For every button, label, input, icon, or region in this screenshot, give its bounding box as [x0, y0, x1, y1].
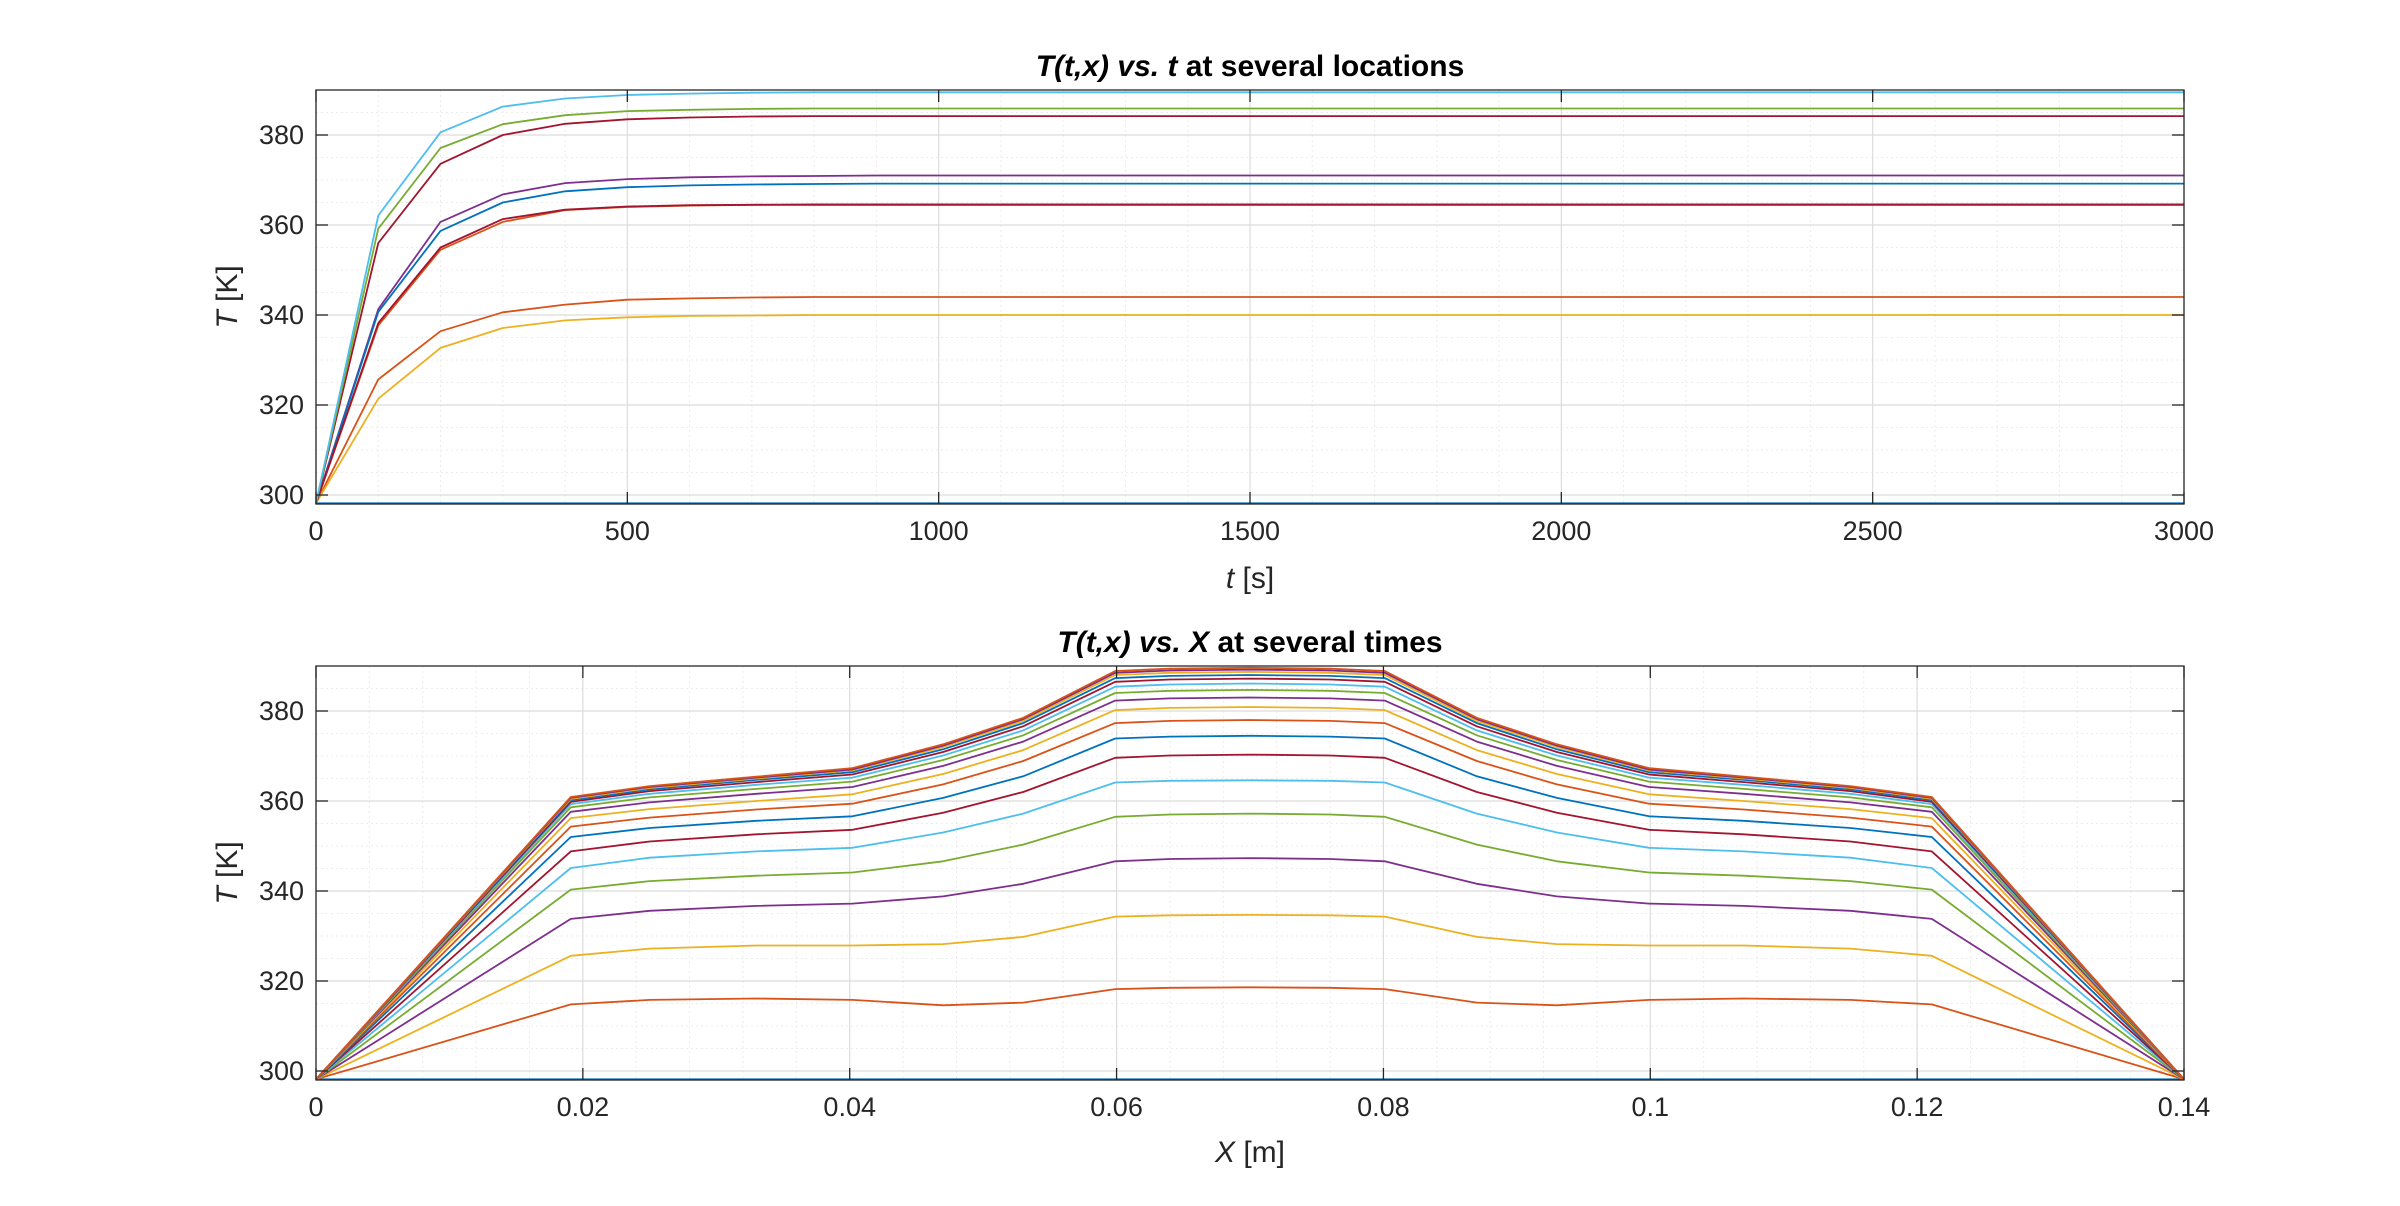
series-line-1 [315, 986, 2185, 1081]
series-line-17 [315, 666, 2185, 1080]
x-tick-label: 1500 [1220, 516, 1280, 546]
chart-title: T(t,x) vs. X at several times [1057, 626, 1442, 659]
series-line-7 [315, 734, 2185, 1080]
series-line-1 [315, 296, 2184, 504]
y-tick-labels: 300 320 340 360 380 [259, 696, 304, 1086]
x-tick-label: 0.06 [1090, 1092, 1143, 1122]
x-tick-label: 1000 [909, 516, 969, 546]
x-axis-label: t [s] [1226, 562, 1274, 595]
axes-box [315, 665, 2185, 1081]
spatial-profile-plot: 0 0.02 0.04 0.06 0.08 0.1 0.12 0.14 300 320 340 36… [211, 626, 2210, 1169]
tick-marks [315, 666, 2185, 1080]
y-tick-label: 360 [259, 210, 304, 240]
series-line-4 [315, 182, 2184, 504]
x-axis-label: X [m] [1214, 1136, 1285, 1169]
x-tick-label: 0 [308, 516, 323, 546]
time-history-plot: 0 500 1000 1500 2000 2500 3000 300 320 340 360 380… [211, 50, 2214, 595]
y-tick-label: 300 [259, 480, 304, 510]
x-tick-label: 2000 [1531, 516, 1591, 546]
y-tick-label: 340 [259, 876, 304, 906]
y-tick-label: 320 [259, 966, 304, 996]
x-tick-label: 3000 [2154, 516, 2214, 546]
series-layer [315, 666, 2185, 1081]
x-tick-label: 0.04 [823, 1092, 876, 1122]
y-tick-labels: 300 320 340 360 380 [259, 120, 304, 510]
x-tick-label: 0 [308, 1092, 323, 1122]
x-tick-labels: 0 500 1000 1500 2000 2500 3000 [308, 516, 2214, 546]
y-tick-label: 320 [259, 390, 304, 420]
y-tick-label: 380 [259, 696, 304, 726]
x-tick-label: 0.08 [1357, 1092, 1410, 1122]
series-line-7 [315, 115, 2184, 504]
series-line-2 [315, 314, 2184, 504]
series-line-11 [315, 689, 2185, 1080]
series-line-13 [315, 677, 2185, 1080]
series-line-6 [315, 753, 2185, 1080]
series-line-6 [315, 203, 2184, 504]
y-tick-label: 380 [259, 120, 304, 150]
series-line-2 [315, 914, 2185, 1081]
series-line-12 [315, 682, 2185, 1080]
x-tick-label: 0.14 [2158, 1092, 2211, 1122]
series-line-10 [315, 696, 2185, 1080]
y-tick-label: 340 [259, 300, 304, 330]
y-tick-label: 300 [259, 1056, 304, 1086]
x-tick-label: 0.02 [557, 1092, 610, 1122]
plot-area [316, 666, 2184, 1080]
x-tick-label: 2500 [1843, 516, 1903, 546]
x-tick-labels: 0 0.02 0.04 0.06 0.08 0.1 0.12 0.14 [308, 1092, 2210, 1122]
series-line-14 [315, 674, 2185, 1080]
series-line-4 [315, 812, 2185, 1081]
tick-marks [315, 90, 2185, 504]
series-line-9 [315, 706, 2185, 1080]
x-tick-label: 0.12 [1891, 1092, 1944, 1122]
series-line-8 [315, 719, 2185, 1080]
series-line-8 [315, 107, 2184, 504]
series-line-3 [315, 174, 2184, 504]
y-axis-label: T [K] [211, 841, 244, 904]
series-line-3 [315, 857, 2185, 1081]
x-tick-label: 0.1 [1632, 1092, 1670, 1122]
y-axis-label: T [K] [211, 265, 244, 328]
chart-title: T(t,x) vs. t at several locations [1036, 50, 1465, 83]
series-line-5 [315, 779, 2185, 1080]
x-tick-label: 500 [605, 516, 650, 546]
series-line-9 [315, 91, 2184, 504]
series-layer [315, 91, 2184, 505]
y-tick-label: 360 [259, 786, 304, 816]
